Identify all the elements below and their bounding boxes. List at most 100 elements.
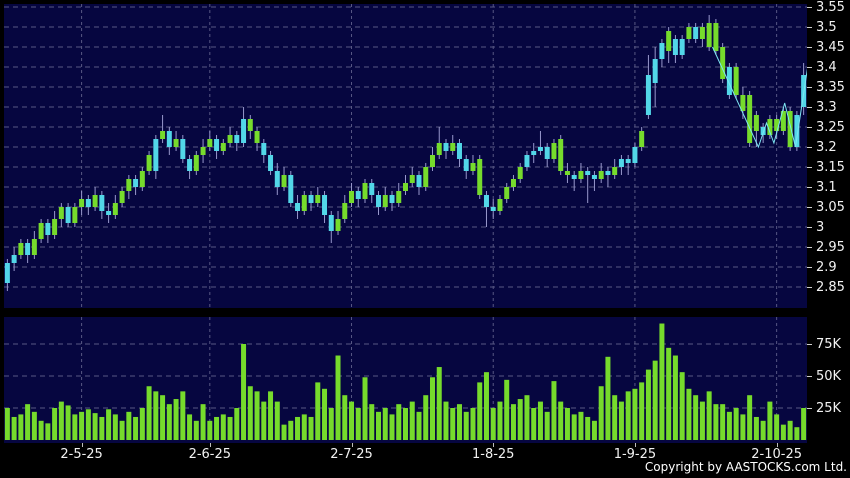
candle-body: [470, 163, 476, 171]
volume-bar: [605, 356, 611, 440]
volume-bar: [666, 347, 672, 440]
volume-bar: [551, 381, 557, 440]
candle-body: [261, 143, 267, 155]
zigzag-overlay-line: [712, 46, 807, 149]
volume-bar: [517, 399, 523, 440]
volume-bar: [423, 395, 429, 440]
candle-body: [139, 171, 145, 187]
volume-bar: [369, 404, 375, 440]
candle-body: [214, 139, 220, 151]
volume-bar: [25, 404, 31, 440]
candle-body: [510, 179, 516, 187]
candle-body: [288, 175, 294, 203]
candle-body: [268, 155, 274, 171]
volume-tick-text: 25K: [816, 400, 842, 416]
volume-bar: [625, 391, 631, 440]
volume-bar: [632, 388, 638, 440]
candle-body: [605, 171, 611, 175]
price-tick-label: 3.45: [807, 40, 850, 55]
volume-bar: [571, 414, 577, 440]
tick-dash: [807, 286, 812, 288]
volume-bar: [85, 409, 91, 440]
volume-bar: [187, 414, 193, 440]
candle-body: [760, 127, 766, 135]
candle-body: [693, 27, 699, 39]
tick-dash: [807, 66, 812, 68]
candle-body: [504, 187, 510, 199]
candle-body: [187, 159, 193, 171]
candle-body: [747, 95, 753, 143]
candle-body: [369, 183, 375, 195]
candle-body: [308, 195, 314, 203]
volume-bar: [403, 408, 408, 440]
volume-bar: [396, 404, 402, 440]
volume-chart-panel: [4, 317, 807, 443]
volume-bar: [456, 404, 462, 440]
candle-body: [342, 203, 348, 219]
volume-bar: [429, 377, 435, 440]
tick-dash: [807, 226, 812, 228]
volume-bar: [564, 408, 570, 440]
price-tick-text: 2.85: [816, 279, 845, 295]
volume-bar: [99, 416, 105, 440]
price-chart-panel: [4, 4, 807, 308]
candle-body: [355, 191, 361, 199]
volume-bar: [254, 391, 260, 440]
volume-bar: [4, 408, 10, 440]
volume-bar: [794, 427, 800, 440]
candle-body: [544, 147, 550, 159]
candle-body: [416, 175, 422, 187]
candle-body: [733, 67, 739, 95]
candle-body: [234, 135, 240, 143]
candle-body: [591, 175, 597, 179]
candle-body: [429, 155, 435, 167]
price-tick-label: 2.95: [807, 240, 850, 255]
volume-bar: [133, 416, 139, 440]
candle-body: [160, 131, 166, 139]
price-tick-text: 3.15: [816, 159, 845, 175]
volume-bar: [740, 414, 746, 440]
candle-body: [564, 171, 570, 175]
price-tick-text: 3.55: [816, 0, 845, 15]
price-tick-label: 3.4: [807, 59, 850, 75]
candle-body: [254, 131, 260, 143]
volume-bar: [38, 420, 44, 440]
volume-bar: [160, 395, 166, 440]
candle-body: [349, 191, 355, 203]
volume-bar: [497, 401, 503, 440]
price-tick-text: 3.4: [816, 59, 837, 75]
candle-body: [652, 59, 658, 83]
candle-body: [25, 243, 31, 255]
volume-bar: [713, 404, 719, 440]
candle-body: [598, 171, 604, 179]
tick-dash: [807, 266, 812, 268]
volume-bar: [92, 413, 98, 440]
volume-bar: [733, 408, 739, 440]
candle-body: [382, 195, 388, 207]
candlestick-chart: [4, 4, 807, 308]
candle-body: [180, 139, 186, 159]
tick-dash: [807, 375, 812, 377]
volume-bar: [612, 395, 618, 440]
candle-body: [295, 203, 301, 211]
volume-bar: [180, 391, 186, 440]
volume-bar: [79, 411, 85, 440]
price-tick-text: 3.5: [816, 19, 837, 35]
volume-bar: [355, 408, 361, 440]
candle-body: [200, 147, 206, 155]
tick-dash: [807, 26, 812, 28]
volume-bar: [618, 401, 624, 440]
volume-bar: [524, 395, 530, 440]
candle-body: [456, 143, 462, 159]
volume-bar: [342, 395, 348, 440]
volume-tick-text: 50K: [816, 368, 842, 384]
volume-bar: [753, 416, 759, 440]
volume-bar: [112, 414, 118, 440]
candle-body: [322, 195, 328, 215]
candle-body: [787, 111, 793, 147]
candle-body: [483, 195, 489, 207]
candle-body: [173, 139, 179, 147]
candle-body: [551, 143, 557, 159]
volume-bar: [58, 401, 64, 440]
